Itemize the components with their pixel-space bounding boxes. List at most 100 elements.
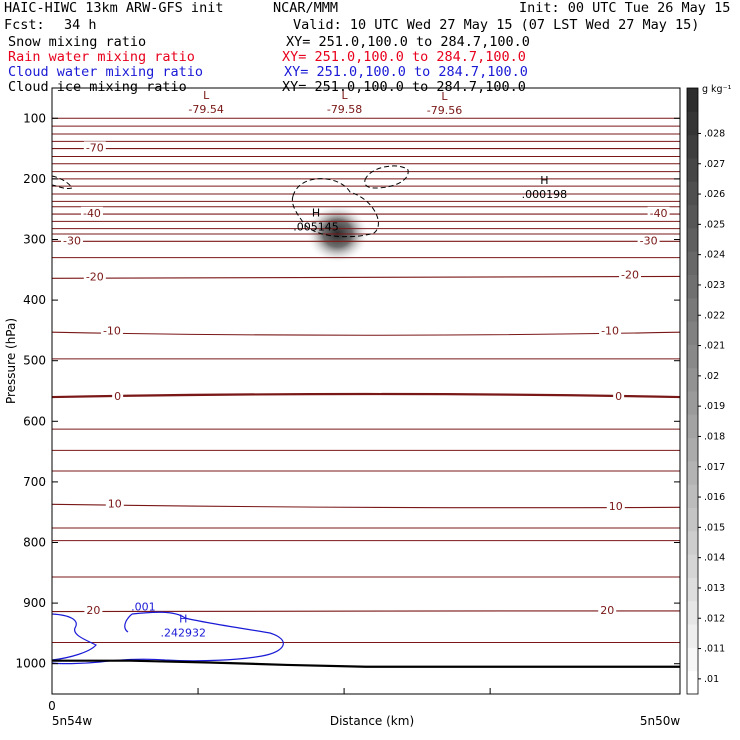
colorbar-swatch xyxy=(687,274,698,299)
x-start-label: 5n54w xyxy=(52,714,93,728)
colorbar-tick-label: .025 xyxy=(704,219,725,230)
colorbar-tick-label: .028 xyxy=(704,128,725,139)
colorbar-tick-label: .021 xyxy=(704,341,725,352)
isotherm-label: 0 xyxy=(114,390,121,403)
colorbar-swatch xyxy=(687,297,698,322)
colorbar-swatch xyxy=(687,251,698,275)
colorbar-swatch xyxy=(687,391,698,415)
isotherm-label-bg xyxy=(80,206,103,220)
colorbar-tick-label: .012 xyxy=(704,613,725,624)
colorbar-swatch xyxy=(687,647,698,672)
colorbar-swatch xyxy=(687,414,698,439)
y-tick-label: 600 xyxy=(23,414,46,428)
isotherm-0 xyxy=(52,392,680,399)
colorbar-unit: g kg⁻¹ xyxy=(702,84,732,95)
colorbar-swatch xyxy=(687,344,698,369)
extremum-marker: L xyxy=(441,90,448,103)
colorbar-tick-label: .01 xyxy=(704,674,719,685)
isotherm-label: -20 xyxy=(621,269,639,282)
isotherm-label-bg xyxy=(105,497,124,511)
colorbar-tick-label: .013 xyxy=(704,583,725,594)
y-tick-label: 300 xyxy=(23,233,46,247)
isotherm-20 xyxy=(52,610,680,613)
field-snow-name: Snow mixing ratio xyxy=(8,34,147,50)
field-snow-xy: XY= 251.0,100.0 to 284.7,100.0 xyxy=(286,34,530,50)
colorbar-swatch xyxy=(687,204,698,229)
isotherm-label: -40 xyxy=(650,207,668,220)
colorbar-swatch xyxy=(687,484,698,509)
field-cloudice-name: Cloud ice mixing ratio xyxy=(8,79,187,95)
colorbar-tick-label: .019 xyxy=(704,401,725,412)
isotherm-label-bg xyxy=(647,206,670,220)
colorbar-tick-label: .024 xyxy=(704,250,725,261)
y-tick-label: 400 xyxy=(23,293,46,307)
extremum-marker: H xyxy=(312,207,320,220)
colorbar-frame xyxy=(686,87,699,695)
field-cloudice-xy: XY= 251.0,100.0 to 284.7,100.0 xyxy=(282,79,526,95)
extremum-marker: H xyxy=(540,174,548,187)
extremum-marker: H xyxy=(179,613,187,626)
model-title: HAIC-HIWC 13km ARW-GFS init xyxy=(4,0,224,16)
colorbar-swatch xyxy=(687,507,698,532)
isotherm-label-bg xyxy=(84,603,103,617)
extremum-marker: L xyxy=(342,89,349,102)
extremum-value: -79.58 xyxy=(327,103,362,116)
y-tick-label: 700 xyxy=(23,475,46,489)
isotherm-label: -30 xyxy=(63,235,81,248)
colorbar-swatch xyxy=(687,624,698,648)
isotherm-label-bg xyxy=(606,500,625,514)
isotherm-label-bg xyxy=(83,141,106,155)
colorbar-swatch xyxy=(687,157,698,182)
isotherm-label-bg xyxy=(637,234,660,248)
cloud-water-label: .001 xyxy=(131,601,156,614)
y-tick-label: 1000 xyxy=(15,657,46,671)
isotherm-label-bg xyxy=(100,324,123,338)
colorbar-swatch xyxy=(687,181,698,206)
isotherm-label: 20 xyxy=(86,604,100,617)
colorbar-tick-label: .014 xyxy=(704,553,725,564)
cloud-water-contour xyxy=(124,613,133,633)
y-axis-label: Pressure (hPa) xyxy=(4,318,18,404)
isotherm-label: 10 xyxy=(609,500,623,513)
colorbar-tick-label: .017 xyxy=(704,462,725,473)
extremum-value: .005145 xyxy=(293,221,339,234)
isotherm-label-bg xyxy=(613,389,625,403)
colorbar-swatch xyxy=(687,530,698,555)
y-tick-label: 500 xyxy=(23,354,46,368)
valid-time: Valid: 10 UTC Wed 27 May 15 (07 LST Wed … xyxy=(293,17,700,33)
isotherm--20 xyxy=(52,275,680,279)
colorbar-tick-label: .022 xyxy=(704,310,725,321)
isotherm-label: 10 xyxy=(108,498,122,511)
colorbar-swatch xyxy=(687,577,698,602)
cloud-ice-maximum xyxy=(305,203,370,264)
snow-contour xyxy=(52,175,73,190)
colorbar-swatch xyxy=(687,460,698,485)
isotherm-label: -30 xyxy=(640,235,658,248)
colorbar-swatch xyxy=(687,670,698,695)
init-time: Init: 00 UTC Tue 26 May 15 xyxy=(519,0,731,16)
field-rain-xy: XY= 251.0,100.0 to 284.7,100.0 xyxy=(282,49,526,65)
isotherm-label: -40 xyxy=(83,207,101,220)
isotherm-label: -70 xyxy=(86,141,104,154)
extremum-value: -79.54 xyxy=(188,103,223,116)
plot-frame xyxy=(51,87,681,695)
surface-line xyxy=(52,659,680,668)
extremum-value: .000198 xyxy=(522,188,568,201)
colorbar-tick-label: .015 xyxy=(704,522,725,533)
isotherm-label: -10 xyxy=(601,324,619,337)
forecast-hours: 34 h xyxy=(64,17,97,33)
extremum-value: .242932 xyxy=(161,627,207,640)
colorbar-swatch xyxy=(687,111,698,136)
isotherm-label-bg xyxy=(60,234,83,248)
colorbar-swatch xyxy=(687,554,698,578)
y-tick-label: 900 xyxy=(23,596,46,610)
snow-contour xyxy=(291,178,379,238)
cloud-water-contour xyxy=(52,613,97,661)
forecast-label: Fcst: xyxy=(4,17,45,33)
isotherm-label: -20 xyxy=(86,270,104,283)
colorbar-tick-label: .011 xyxy=(704,644,725,655)
extremum-value: -79.56 xyxy=(427,104,462,117)
isotherm-label: -10 xyxy=(103,324,121,337)
colorbar-tick-label: .02 xyxy=(704,371,719,382)
